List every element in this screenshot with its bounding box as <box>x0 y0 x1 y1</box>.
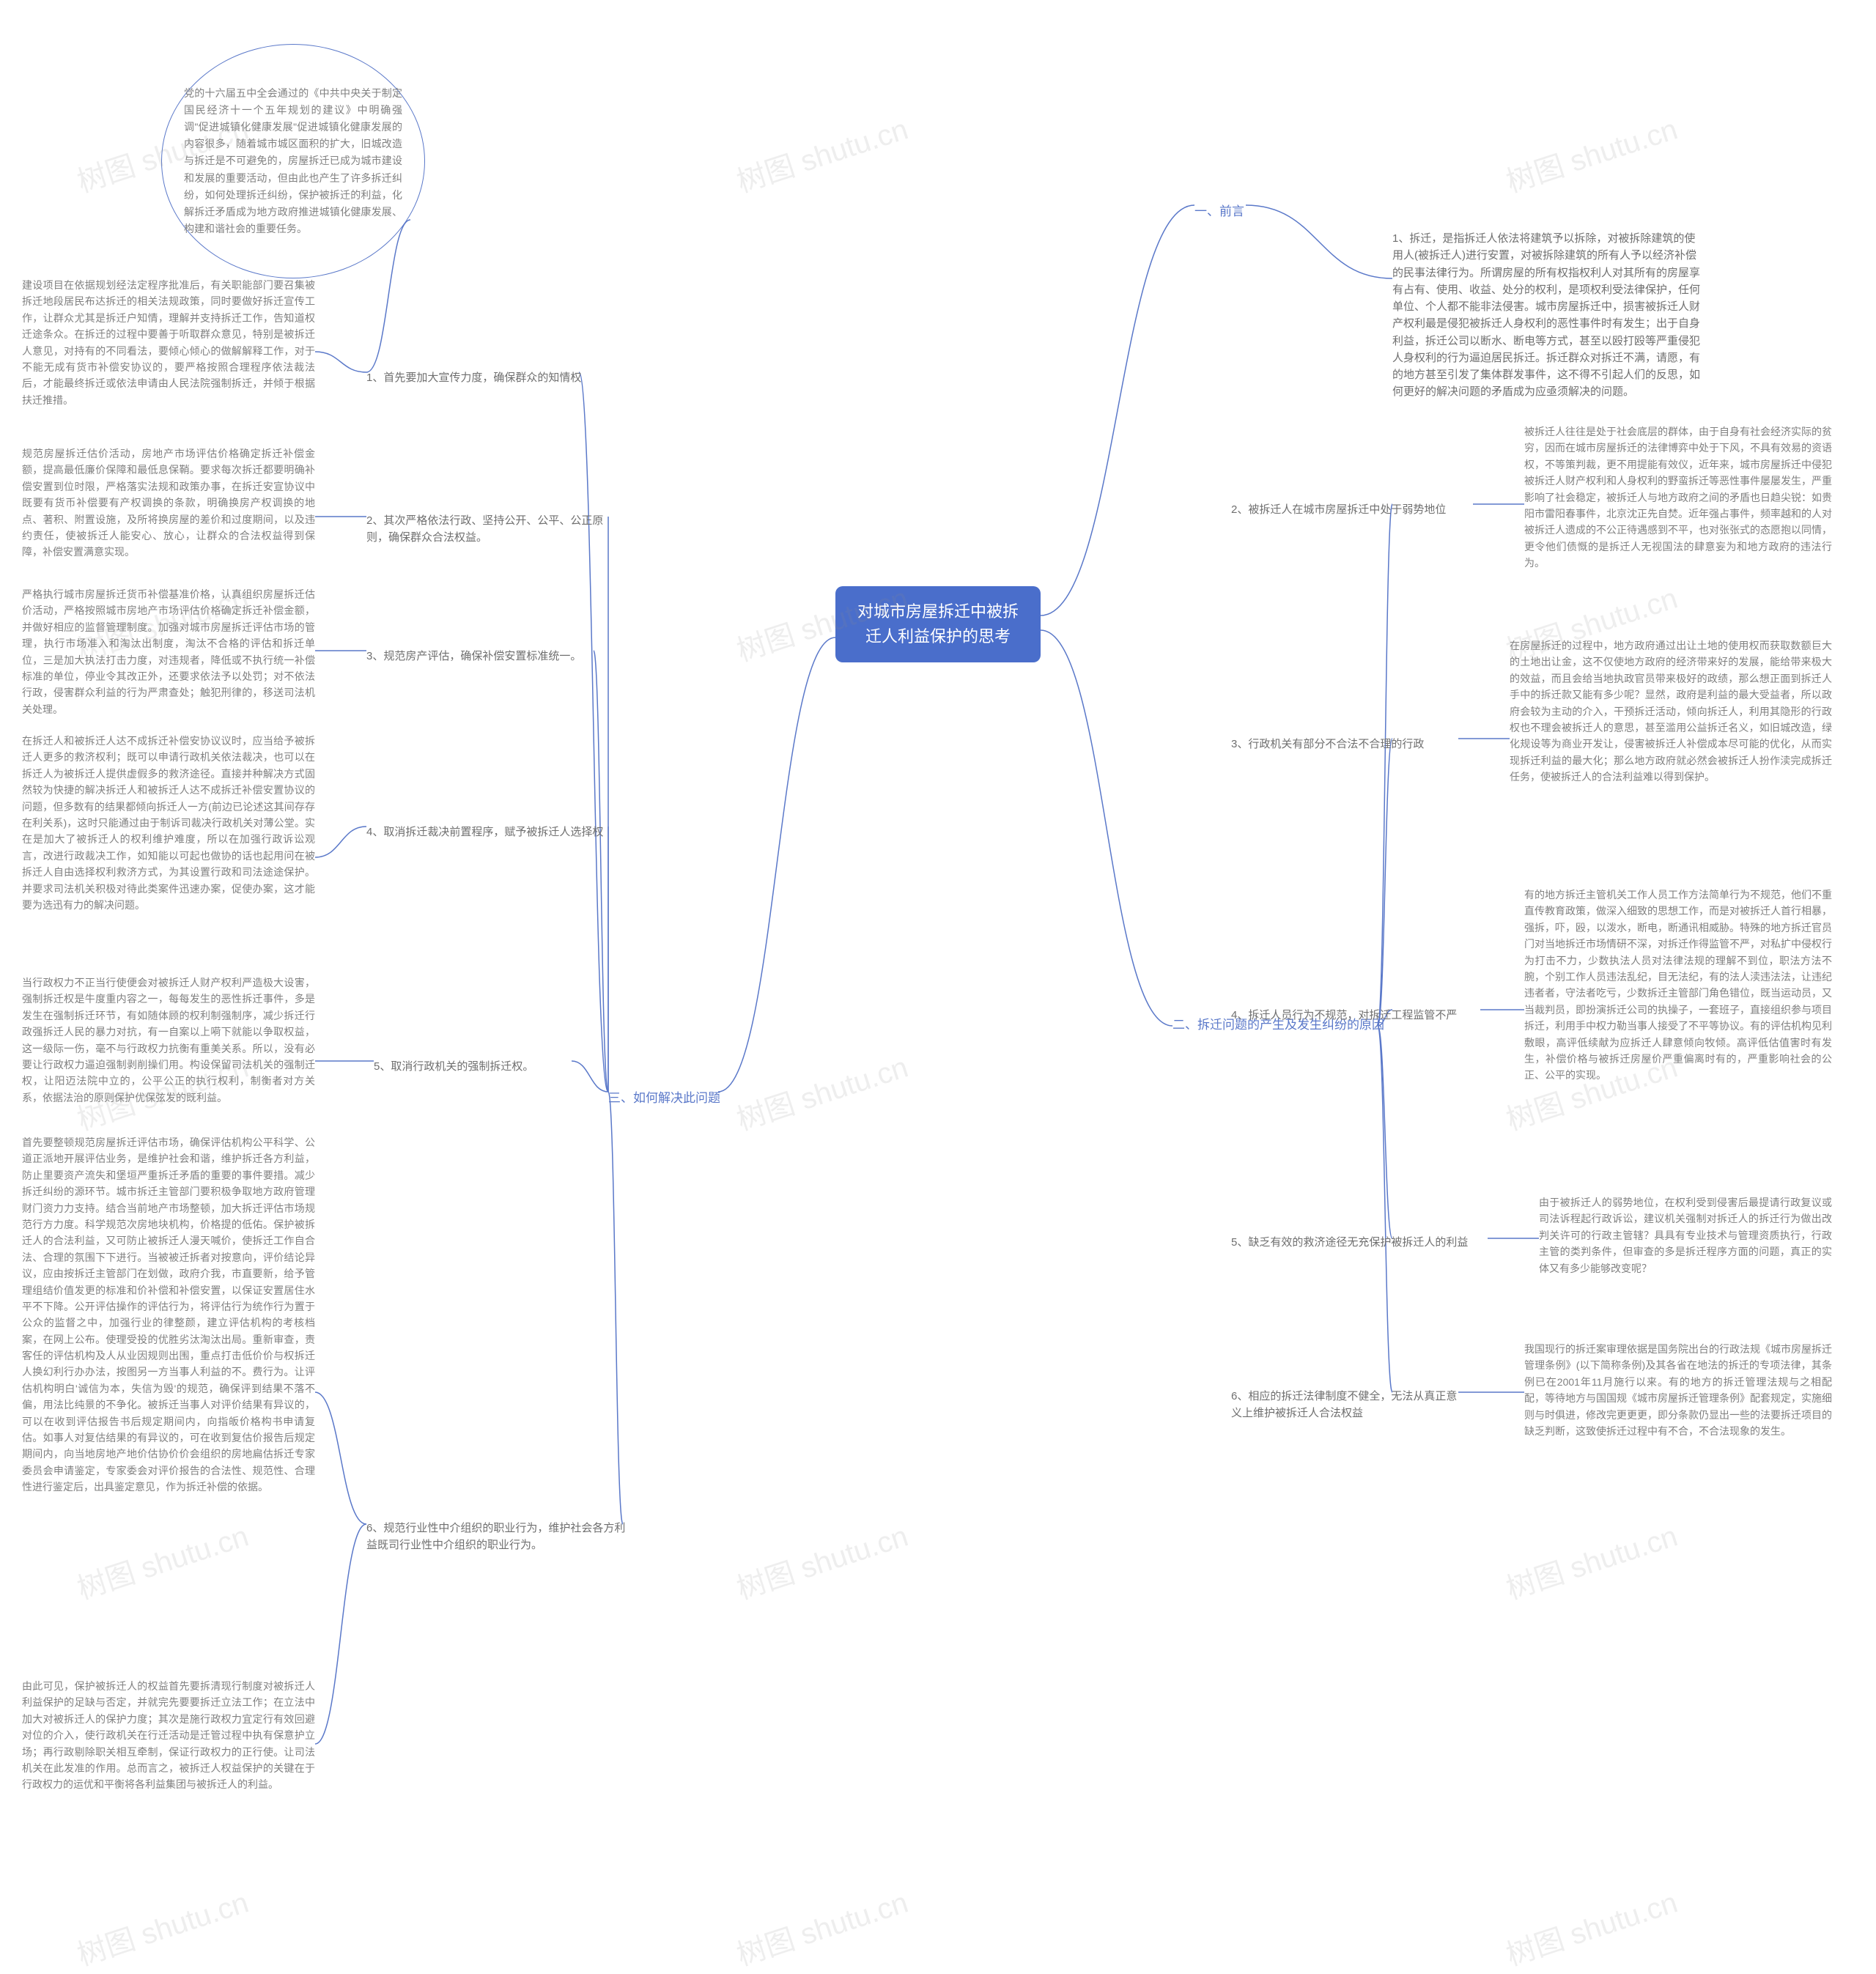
left-leaf-l6b: 首先要整顿规范房屋拆迁评估市场，确保评估机构公平科学、公道正派地开展评估业务，是… <box>22 1134 315 1496</box>
right-leaf-r6b: 我国现行的拆迁案审理依据是国务院出台的行政法规《城市房屋拆迁管理条例》(以下简称… <box>1524 1341 1832 1439</box>
connector-path <box>579 372 608 1092</box>
leaf-text: 规范房屋拆迁估价活动，房地产市场评估价格确定拆迁补偿金额，提高最低廉价保障和最低… <box>22 448 315 558</box>
right-leaf-r6: 6、相应的拆迁法律制度不健全，无法从真正意义上维护被拆迁人合法权益 <box>1231 1385 1466 1425</box>
connector-path <box>315 1524 366 1744</box>
leaf-text: 2、其次严格依法行政、坚持公开、公平、公正原则，确保群众合法权益。 <box>366 514 603 544</box>
leaf-text: 由于被拆迁人的弱势地位，在权利受到侵害后最提请行政复议或司法诉程起行政诉讼，建议… <box>1539 1197 1832 1274</box>
leaf-text: 1、首先要加大宣传力度，确保群众的知情权 <box>366 371 581 384</box>
leaf-text: 在拆迁人和被拆迁人达不成拆迁补偿安协议议时，应当给予被拆迁人更多的救济权利；既可… <box>22 735 315 911</box>
leaf-text: 我国现行的拆迁案审理依据是国务院出台的行政法规《城市房屋拆迁管理条例》(以下简称… <box>1524 1343 1832 1437</box>
watermark: 树图 shutu.cn <box>1500 1879 1682 1974</box>
leaf-text: 在房屋拆迁的过程中，地方政府通过出让土地的使用权而获取数额巨大的土地出让金，这不… <box>1510 640 1832 783</box>
left-leaf-l5: 5、取消行政机关的强制拆迁权。 <box>374 1055 579 1078</box>
connector-path <box>594 651 608 1092</box>
connector-path <box>315 352 366 372</box>
connector-path <box>1378 1026 1392 1392</box>
watermark: 树图 shutu.cn <box>731 1043 912 1139</box>
root-node: 对城市房屋拆迁中被拆迁人利益保护的思考 <box>835 586 1041 662</box>
right-leaf-r4: 4、拆迁人员行为不规范，对拆迁工程监管不严 <box>1231 1004 1488 1027</box>
watermark: 树图 shutu.cn <box>731 1879 912 1974</box>
branch-label: 三、如何解决此问题 <box>608 1091 720 1105</box>
connector-path <box>315 1392 366 1524</box>
watermark: 树图 shutu.cn <box>1500 1512 1682 1608</box>
leaf-text: 有的地方拆迁主管机关工作人员工作方法简单行为不规范，他们不重直传教育政策，做深入… <box>1524 889 1832 1081</box>
root-label: 对城市房屋拆迁中被拆迁人利益保护的思考 <box>857 602 1019 646</box>
right-leaf-r3b: 在房屋拆迁的过程中，地方政府通过出让土地的使用权而获取数额巨大的土地出让金，这不… <box>1510 637 1832 785</box>
connector-path <box>1041 205 1194 616</box>
left-leaf-l1: 1、首先要加大宣传力度，确保群众的知情权 <box>366 366 586 389</box>
leaf-text: 5、取消行政机关的强制拆迁权。 <box>374 1060 533 1073</box>
right-leaf-r5: 5、缺乏有效的救济途径无充保护被拆迁人的利益 <box>1231 1231 1495 1254</box>
leaf-text: 5、缺乏有效的救济途径无充保护被拆迁人的利益 <box>1231 1236 1468 1249</box>
watermark: 树图 shutu.cn <box>1500 106 1682 201</box>
connector-path <box>1378 739 1392 1026</box>
right-leaf-r1: 1、拆迁，是指拆迁人依法将建筑予以拆除，对被拆除建筑的使用人(被拆迁人)进行安置… <box>1392 227 1700 404</box>
branch-label: 一、前言 <box>1194 204 1244 218</box>
connector-path <box>315 827 366 857</box>
watermark: 树图 shutu.cn <box>71 1879 253 1974</box>
right-leaf-r3: 3、行政机关有部分不合法不合理的行政 <box>1231 733 1466 755</box>
leaf-text: 严格执行城市房屋拆迁货币补偿基准价格，认真组织房屋拆迁估价活动，严格按照城市房地… <box>22 588 315 715</box>
watermark: 树图 shutu.cn <box>731 1512 912 1608</box>
left-leaf-l4: 4、取消拆迁裁决前置程序，赋予被拆迁人选择权 <box>366 821 616 843</box>
leaf-text: 6、相应的拆迁法律制度不健全，无法从真正意义上维护被拆迁人合法权益 <box>1231 1390 1457 1419</box>
leaf-text: 由此可见，保护被拆迁人的权益首先要拆清现行制度对被拆迁人利益保护的足缺与否定，并… <box>22 1680 315 1790</box>
right-leaf-r2b: 被拆迁人往往是处于社会底层的群体，由于自身有社会经济实际的贫穷，因而在城市房屋拆… <box>1524 424 1832 572</box>
connector-path <box>1378 504 1392 1026</box>
branch-left-0: 三、如何解决此问题 <box>608 1084 720 1112</box>
branch-right-0: 一、前言 <box>1194 198 1244 226</box>
connector-path <box>718 637 835 1092</box>
leaf-text: 被拆迁人往往是处于社会底层的群体，由于自身有社会经济实际的贫穷，因而在城市房屋拆… <box>1524 426 1832 569</box>
leaf-text: 建设项目在依据规划经法定程序批准后，有关职能部门要召集被拆迁地段居民布达拆迁的相… <box>22 279 315 406</box>
leaf-text: 当行政权力不正当行使便会对被拆迁人财产权利严造极大设害，强制拆迁权是牛度重内容之… <box>22 977 315 1104</box>
connector-path <box>1378 1026 1392 1238</box>
left-leaf-l2b: 规范房屋拆迁估价活动，房地产市场评估价格确定拆迁补偿金额，提高最低廉价保障和最低… <box>22 446 315 561</box>
left-leaf-l5b: 当行政权力不正当行使便会对被拆迁人财产权利严造极大设害，强制拆迁权是牛度重内容之… <box>22 975 315 1106</box>
connector-path <box>1246 205 1392 278</box>
left-leaf-l7b: 由此可见，保护被拆迁人的权益首先要拆清现行制度对被拆迁人利益保护的足缺与否定，并… <box>22 1678 315 1793</box>
left-leaf-l3: 3、规范房产评估，确保补偿安置标准统一。 <box>366 645 601 668</box>
right-leaf-r5b: 由于被拆迁人的弱势地位，在权利受到侵害后最提请行政复议或司法诉程起行政诉讼，建议… <box>1539 1194 1832 1276</box>
leaf-text: 3、行政机关有部分不合法不合理的行政 <box>1231 738 1424 750</box>
leaf-text: 1、拆迁，是指拆迁人依法将建筑予以拆除，对被拆除建筑的使用人(被拆迁人)进行安置… <box>1392 232 1700 398</box>
connector-path <box>608 1092 623 1524</box>
right-leaf-r4b: 有的地方拆迁主管机关工作人员工作方法简单行为不规范，他们不重直传教育政策，做深入… <box>1524 887 1832 1084</box>
left-leaf-l2: 2、其次严格依法行政、坚持公开、公平、公正原则，确保群众合法权益。 <box>366 509 616 550</box>
left-leaf-l4b: 在拆迁人和被拆迁人达不成拆迁补偿安协议议时，应当给予被拆迁人更多的救济权利；既可… <box>22 733 315 913</box>
leaf-text: 首先要整顿规范房屋拆迁评估市场，确保评估机构公平科学、公道正派地开展评估业务，是… <box>22 1136 315 1493</box>
watermark: 树图 shutu.cn <box>71 1512 253 1608</box>
leaf-text: 2、被拆迁人在城市房屋拆迁中处于弱势地位 <box>1231 503 1446 516</box>
connector-path <box>1041 630 1172 1026</box>
left-leaf-l3b: 严格执行城市房屋拆迁货币补偿基准价格，认真组织房屋拆迁估价活动，严格按照城市房地… <box>22 586 315 717</box>
leaf-text: 6、规范行业性中介组织的职业行为，维护社会各方利益既司行业性中介组织的职业行为。 <box>366 1522 625 1551</box>
right-leaf-r2: 2、被拆迁人在城市房屋拆迁中处于弱势地位 <box>1231 498 1480 521</box>
left-leaf-bubble: 党的十六届五中全会通过的《中共中央关于制定国民经济十一个五年规划的建议》中明确强… <box>161 44 425 278</box>
left-leaf-l6: 6、规范行业性中介组织的职业行为，维护社会各方利益既司行业性中介组织的职业行为。 <box>366 1517 630 1557</box>
watermark: 树图 shutu.cn <box>731 106 912 201</box>
leaf-text: 4、拆迁人员行为不规范，对拆迁工程监管不严 <box>1231 1009 1457 1021</box>
leaf-text: 4、取消拆迁裁决前置程序，赋予被拆迁人选择权 <box>366 826 603 838</box>
leaf-text: 3、规范房产评估，确保补偿安置标准统一。 <box>366 650 581 662</box>
leaf-text: 党的十六届五中全会通过的《中共中央关于制定国民经济十一个五年规划的建议》中明确强… <box>184 85 402 237</box>
left-leaf-l1b: 建设项目在依据规划经法定程序批准后，有关职能部门要召集被拆迁地段居民布达拆迁的相… <box>22 277 315 408</box>
